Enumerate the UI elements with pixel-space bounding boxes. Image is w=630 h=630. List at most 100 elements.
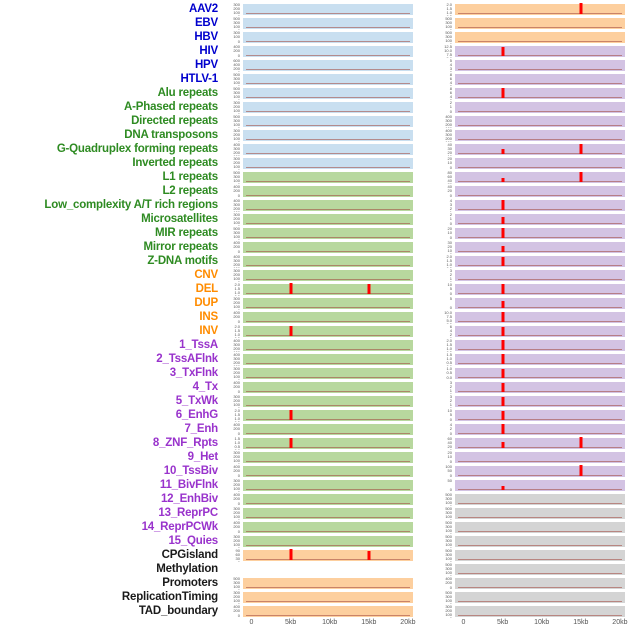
y-tick-label: 0 bbox=[450, 518, 452, 520]
y-tick-label: 4 bbox=[449, 198, 452, 203]
y-tick-label: 0.5 bbox=[234, 294, 240, 296]
right-signal-track bbox=[455, 395, 625, 407]
x-axis-tick: 5kb bbox=[496, 619, 509, 626]
y-tick-label: 0 bbox=[238, 238, 240, 240]
y-tick-label: 100 bbox=[445, 140, 452, 142]
signal-baseline bbox=[458, 404, 622, 406]
y-tick-label: 500 bbox=[445, 534, 452, 539]
signal-spike bbox=[579, 172, 583, 182]
signal-baseline bbox=[458, 432, 622, 434]
right-y-axis-ticks: 3210 bbox=[413, 395, 455, 408]
signal-spike bbox=[501, 217, 505, 224]
signal-baseline bbox=[458, 222, 622, 224]
y-tick-label: 0 bbox=[238, 112, 240, 114]
track-label: HIV bbox=[199, 45, 218, 57]
y-tick-label: 300 bbox=[233, 128, 240, 133]
left-y-axis-ticks: 5003001000 bbox=[218, 115, 243, 128]
y-tick-label: 200 bbox=[233, 261, 240, 267]
x-axis-tick: 15kb bbox=[573, 619, 589, 626]
track-label: 4_Tx bbox=[192, 381, 219, 393]
y-tick-label: 0 bbox=[238, 168, 240, 170]
signal-baseline bbox=[246, 124, 410, 126]
signal-baseline bbox=[458, 96, 622, 98]
y-tick-label: 5 bbox=[449, 412, 452, 417]
y-tick-label: 300 bbox=[445, 509, 452, 515]
track-label: EBV bbox=[194, 17, 218, 29]
track-row: Directed repeats 5003001000 400300200100… bbox=[0, 114, 625, 128]
right-y-axis-ticks: 5003001000 bbox=[413, 591, 455, 604]
y-tick-label: 4 bbox=[449, 327, 452, 333]
right-y-axis-ticks: 2.01.51.00.50.0 bbox=[413, 3, 455, 16]
y-tick-label: 1.0 bbox=[234, 289, 240, 295]
y-tick-label: 0 bbox=[450, 504, 452, 506]
left-y-axis-ticks: 400 200 0 bbox=[218, 605, 243, 618]
left-y-axis-ticks: 5003001000 bbox=[218, 73, 243, 86]
signal-spike bbox=[289, 409, 293, 420]
y-tick-label: 0 bbox=[238, 224, 240, 226]
y-tick-label: 5 bbox=[449, 58, 452, 63]
signal-spike bbox=[501, 46, 505, 56]
y-tick-label: 2 bbox=[449, 271, 452, 277]
y-tick-label: 0 bbox=[237, 192, 240, 198]
right-y-axis-ticks: 10.07.55.02.50.0 bbox=[413, 311, 455, 324]
right-signal-track bbox=[455, 577, 625, 589]
y-tick-label: 3 bbox=[449, 394, 452, 399]
y-tick-label: 3 bbox=[449, 65, 452, 71]
y-tick-label: 10.0 bbox=[444, 47, 452, 53]
track-label: 8_ZNF_Rpts bbox=[152, 437, 218, 449]
track-row: INV 2.01.51.00.50.0 6420 bbox=[0, 324, 625, 338]
track-label: Methylation bbox=[156, 563, 218, 575]
y-tick-label: 0 bbox=[450, 574, 452, 576]
signal-baseline bbox=[246, 152, 410, 154]
left-y-axis-ticks: 4003002001000 bbox=[218, 339, 243, 352]
y-tick-label: 100 bbox=[233, 154, 240, 156]
y-tick-label: 0.5 bbox=[446, 14, 452, 16]
right-y-axis-ticks: 3210 bbox=[413, 269, 455, 282]
track-row: Alu repeats 5003001000 86420 bbox=[0, 86, 625, 100]
signal-baseline bbox=[246, 558, 410, 560]
y-tick-label: 5.0 bbox=[446, 317, 452, 323]
y-tick-label: 0 bbox=[237, 612, 240, 618]
y-tick-label: 2.0 bbox=[234, 324, 240, 329]
right-signal-track bbox=[455, 213, 625, 225]
left-y-axis-ticks: 400 200 0 bbox=[218, 521, 243, 534]
right-y-axis-ticks: 20 10 0 bbox=[413, 157, 455, 170]
y-tick-label: 100 bbox=[445, 513, 452, 519]
right-signal-track bbox=[455, 493, 625, 505]
right-signal-track bbox=[455, 549, 625, 561]
right-signal-track bbox=[455, 143, 625, 155]
left-signal-track bbox=[243, 395, 413, 407]
left-signal-track bbox=[243, 73, 413, 85]
left-y-axis-ticks: 400 200 0 bbox=[218, 45, 243, 58]
track-label: Mirror repeats bbox=[143, 241, 218, 253]
right-y-axis-ticks: 5003001000 bbox=[413, 563, 455, 576]
track-label: AAV2 bbox=[188, 3, 218, 15]
left-y-axis-ticks bbox=[218, 563, 243, 576]
right-y-axis-ticks: 86420 bbox=[413, 87, 455, 100]
signal-baseline bbox=[246, 138, 410, 140]
signal-baseline bbox=[246, 614, 410, 616]
y-tick-label: 200 bbox=[445, 135, 452, 141]
track-label: 10_TssBiv bbox=[163, 465, 218, 477]
right-y-axis-ticks: 43210 bbox=[413, 199, 455, 212]
y-tick-label: 200 bbox=[233, 103, 240, 109]
right-signal-track bbox=[455, 87, 625, 99]
y-tick-label: 0 bbox=[238, 98, 240, 100]
track-row: CPGisland 9060300 5003001000 bbox=[0, 548, 625, 562]
signal-baseline bbox=[246, 12, 410, 14]
y-tick-label: 300 bbox=[233, 145, 240, 151]
track-row: HPV 6004002000 543210 bbox=[0, 58, 625, 72]
y-tick-label: 200 bbox=[233, 608, 240, 613]
y-tick-label: 0 bbox=[449, 192, 452, 198]
left-signal-track bbox=[243, 325, 413, 337]
y-tick-label: 0 bbox=[238, 490, 240, 492]
y-tick-label: 100 bbox=[233, 79, 240, 85]
y-tick-label: 0 bbox=[450, 252, 452, 254]
